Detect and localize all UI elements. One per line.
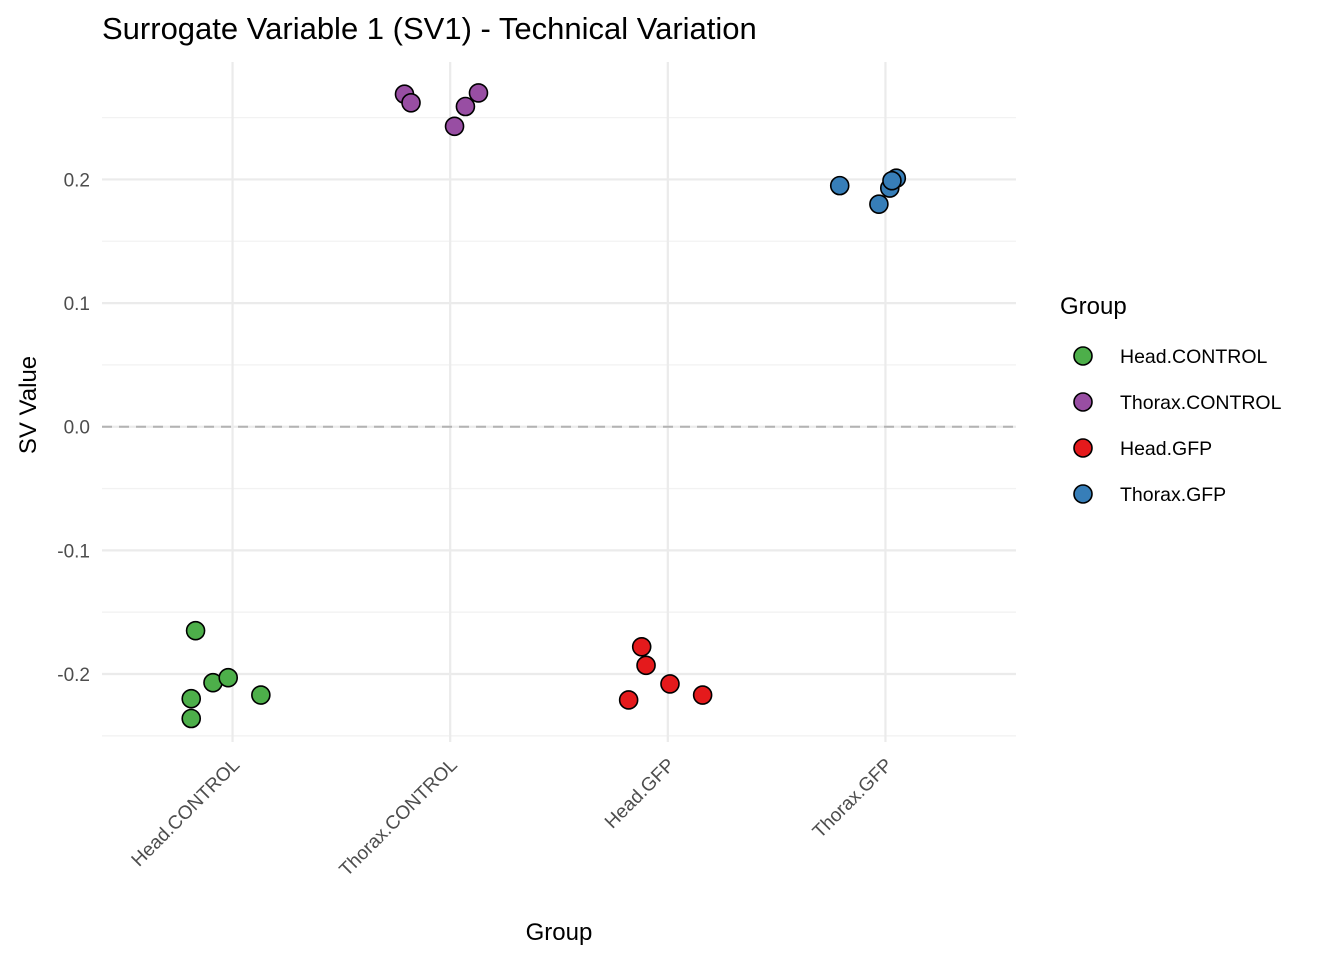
y-tick-label: -0.2 — [57, 665, 90, 686]
data-point — [468, 83, 489, 103]
data-point — [692, 685, 713, 705]
data-point — [829, 175, 850, 196]
x-axis-title: Group — [526, 919, 593, 946]
legend-marker — [1073, 392, 1093, 412]
legend-marker — [1073, 346, 1093, 366]
data-point — [185, 620, 206, 641]
x-tick-label: Thorax.CONTROL — [336, 755, 462, 881]
data-point — [869, 194, 889, 214]
data-point — [631, 636, 652, 657]
grid — [102, 62, 1016, 742]
x-tick-label: Thorax.GFP — [809, 755, 897, 843]
legend-marker — [1073, 438, 1093, 458]
x-axis-ticks: Head.CONTROL Thorax.CONTROL Head.GFP Thorax… — [128, 755, 897, 881]
y-tick-label: 0.1 — [64, 294, 90, 315]
legend-label: Thorax.GFP — [1120, 484, 1226, 506]
y-tick-label: 0.0 — [64, 418, 90, 439]
x-tick-label: Head.GFP — [601, 755, 679, 833]
legend: Group Head.CONTROL Thorax.CONTROL Head.GFP… — [1060, 293, 1282, 506]
legend-label: Thorax.CONTROL — [1120, 392, 1282, 414]
y-tick-label: -0.1 — [57, 541, 90, 562]
data-point — [618, 690, 639, 710]
y-axis-title: SV Value — [15, 356, 42, 454]
legend-label: Head.GFP — [1120, 438, 1212, 460]
data-point — [660, 674, 680, 694]
legend-item: Thorax.CONTROL — [1073, 392, 1282, 414]
data-point — [251, 685, 271, 705]
y-tick-label: 0.2 — [64, 170, 90, 191]
legend-title: Group — [1060, 293, 1127, 320]
data-point — [882, 170, 902, 191]
x-tick-label: Head.CONTROL — [128, 755, 244, 871]
data-point — [401, 93, 421, 113]
data-points — [181, 83, 907, 729]
legend-marker — [1073, 484, 1093, 504]
data-point — [181, 688, 202, 709]
legend-item: Thorax.GFP — [1073, 484, 1226, 506]
data-point — [444, 116, 465, 137]
chart-title: Surrogate Variable 1 (SV1) - Technical V… — [102, 11, 757, 46]
data-point — [636, 655, 656, 676]
legend-label: Head.CONTROL — [1120, 346, 1268, 368]
data-point — [218, 667, 239, 688]
y-axis-ticks: -0.2 -0.1 0.0 0.1 0.2 — [57, 170, 90, 686]
legend-item: Head.CONTROL — [1073, 346, 1268, 368]
data-point — [455, 96, 476, 117]
data-point — [181, 708, 202, 729]
legend-item: Head.GFP — [1073, 438, 1212, 460]
